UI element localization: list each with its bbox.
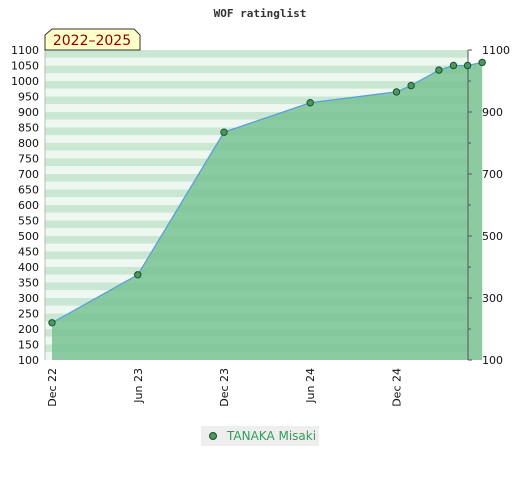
y-right-tick-label: 500 — [482, 230, 503, 243]
y-tick-label: 950 — [18, 91, 39, 104]
data-point — [134, 271, 142, 279]
y-tick-label: 600 — [18, 199, 39, 212]
y-right-tick-label: 700 — [482, 168, 503, 181]
y-axis-left: 100 150 200 250 300 350 400 450 500 550 600 650 700 7… — [11, 44, 46, 367]
y-tick-label: 1100 — [11, 44, 39, 57]
y-tick-label: 900 — [18, 106, 39, 119]
data-point — [48, 319, 56, 327]
bg-band — [45, 81, 468, 89]
data-point — [449, 61, 458, 70]
y-tick-label: 750 — [18, 153, 39, 166]
x-axis: Dec 22 Jun 23 Dec 23 Jun 24 Dec 24 — [46, 368, 403, 407]
data-point — [220, 128, 228, 136]
y-tick-label: 350 — [18, 277, 39, 290]
bg-band — [45, 88, 468, 97]
y-tick-label: 700 — [18, 168, 39, 181]
bg-band — [45, 50, 468, 58]
bg-band — [45, 112, 468, 120]
data-point — [306, 99, 314, 107]
y-tick-label: 800 — [18, 137, 39, 150]
data-point — [407, 81, 415, 90]
y-axis-right: 100 300 500 700 900 1100 — [467, 44, 510, 367]
data-point — [463, 61, 472, 70]
y-tick-label: 650 — [18, 184, 39, 197]
legend: TANAKA Misaki — [201, 426, 319, 446]
y-tick-label: 1000 — [11, 75, 39, 88]
y-tick-label: 450 — [18, 246, 39, 259]
y-tick-label: 850 — [18, 122, 39, 135]
y-tick-label: 150 — [18, 339, 39, 352]
data-point — [392, 88, 401, 96]
y-tick-label: 250 — [18, 308, 39, 321]
x-tick-label: Dec 22 — [46, 368, 59, 407]
y-tick-label: 400 — [18, 261, 39, 274]
x-tick-label: Jun 23 — [132, 368, 145, 404]
y-tick-label: 500 — [18, 230, 39, 243]
legend-label: TANAKA Misaki — [226, 429, 316, 443]
chart-title: WOF ratinglist — [214, 7, 307, 20]
data-point — [478, 58, 486, 67]
y-tick-label: 550 — [18, 215, 39, 228]
period-label: 2022–2025 — [53, 33, 131, 49]
y-right-tick-label: 1100 — [482, 44, 510, 57]
y-tick-label: 100 — [18, 354, 39, 367]
data-point — [435, 66, 443, 74]
legend-marker — [209, 432, 217, 440]
y-right-tick-label: 300 — [482, 292, 503, 305]
y-right-tick-label: 900 — [482, 106, 503, 119]
data-points — [48, 58, 486, 327]
y-tick-label: 200 — [18, 323, 39, 336]
bg-band — [45, 73, 468, 81]
y-tick-label: 300 — [18, 292, 39, 305]
series-line — [51, 61, 483, 324]
bg-band — [45, 104, 468, 112]
series-area — [52, 62, 483, 361]
x-tick-label: Dec 23 — [218, 368, 231, 407]
y-tick-label: 1050 — [11, 60, 39, 73]
x-tick-label: Jun 24 — [304, 368, 317, 404]
period-badge: 2022–2025 — [44, 28, 141, 51]
y-right-tick-label: 100 — [482, 354, 503, 367]
bg-band — [45, 96, 468, 105]
bg-band — [45, 57, 468, 66]
x-tick-label: Dec 24 — [390, 368, 403, 407]
area-layer — [51, 61, 483, 361]
bg-band — [45, 65, 468, 74]
